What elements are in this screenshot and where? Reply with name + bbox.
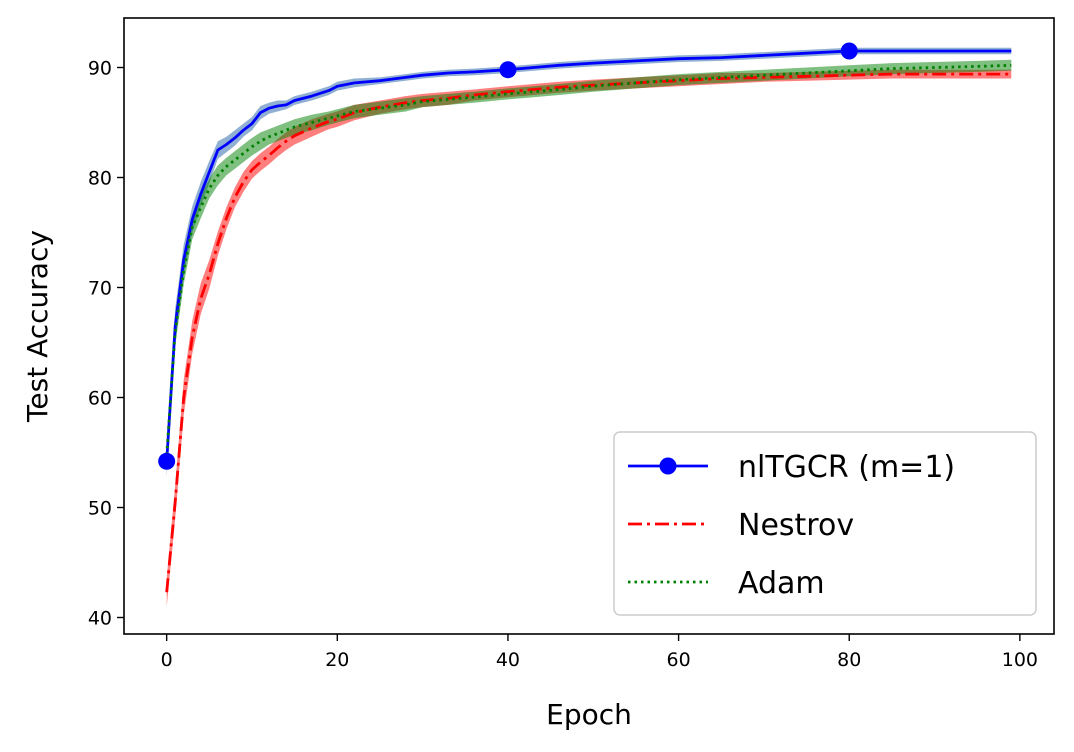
legend-label-1: Nestrov (738, 508, 854, 543)
series-band-2 (166, 59, 1012, 466)
y-axis-ticks: 40 50 60 70 80 90 (88, 58, 124, 630)
legend-label-2: Adam (738, 566, 825, 601)
y-tick-label: 40 (88, 608, 112, 630)
y-tick-label: 70 (88, 278, 112, 300)
series-lines (165, 49, 1012, 593)
x-tick-label: 60 (666, 649, 690, 671)
series-marker (158, 452, 176, 470)
x-axis-ticks: 0 20 40 60 80 100 (161, 634, 1038, 671)
x-tick-label: 80 (837, 649, 861, 671)
y-tick-label: 90 (88, 58, 112, 80)
legend-box (613, 431, 1037, 616)
series-line-1 (165, 72, 1012, 593)
legend-marker (659, 457, 677, 475)
series-markers (158, 42, 858, 470)
y-tick-label: 60 (88, 388, 112, 410)
series-line-0 (165, 49, 1012, 462)
y-tick-label: 50 (88, 498, 112, 520)
series-band-0 (166, 47, 1012, 477)
y-tick-label: 80 (88, 168, 112, 190)
x-tick-label: 0 (161, 649, 173, 671)
legend-label-0: nlTGCR (m=1) (738, 450, 955, 485)
x-tick-label: 40 (496, 649, 520, 671)
legend: nlTGCR (m=1) Nestrov Adam (613, 431, 1037, 616)
series-marker (840, 42, 858, 60)
series-marker (499, 61, 517, 79)
y-axis-title: Test Accuracy (21, 230, 54, 423)
x-axis-title: Epoch (546, 698, 632, 731)
x-tick-label: 20 (325, 649, 349, 671)
plot-frame (123, 17, 1055, 635)
x-tick-label: 100 (1002, 649, 1038, 671)
